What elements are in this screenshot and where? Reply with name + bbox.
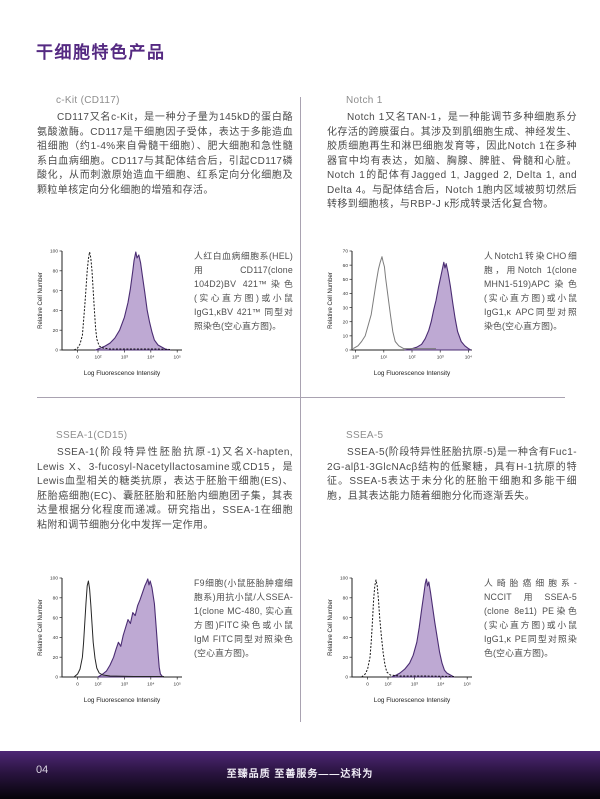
- svg-text:20: 20: [343, 319, 349, 325]
- svg-text:10⁵: 10⁵: [464, 682, 471, 688]
- svg-text:100: 100: [50, 576, 58, 582]
- svg-text:80: 80: [53, 596, 59, 602]
- vertical-divider: [300, 97, 301, 722]
- figure-caption: F9细胞(小鼠胚胎肿瘤细胞系)用抗小鼠/人SSEA-1(clone MC-480…: [194, 578, 293, 658]
- svg-text:10⁴: 10⁴: [465, 355, 472, 361]
- section-title: c-Kit (CD117): [56, 95, 120, 106]
- flow-histogram-ckit: 0 20 40 60 80 100 0 10² 10³ 10⁴ 10⁵ Log Fluorescenc…: [37, 243, 187, 378]
- svg-text:10³: 10³: [437, 355, 444, 361]
- page-number: 04: [36, 764, 49, 776]
- svg-text:10⁴: 10⁴: [147, 682, 154, 688]
- svg-text:10⁵: 10⁵: [174, 355, 181, 361]
- svg-text:Log Fluorescence Intensity: Log Fluorescence Intensity: [374, 697, 451, 704]
- svg-text:0: 0: [345, 675, 348, 681]
- section-body: CD117又名c-Kit，是一种分子量为145kD的蛋白酪氨酸激酶。CD117是…: [37, 112, 293, 196]
- svg-text:10⁴: 10⁴: [147, 355, 154, 361]
- flow-histogram-ssea1: 0 20 40 60 80 100 0 10² 10³ 10⁴ 10⁵ Log Fluorescenc…: [37, 570, 187, 705]
- section-notch1: Notch 1 Notch 1又名TAN-1，是一种能调节多种细胞系分化存活的跨…: [327, 95, 577, 395]
- svg-text:20: 20: [53, 328, 59, 334]
- svg-text:0: 0: [345, 348, 348, 354]
- svg-text:70: 70: [343, 249, 349, 255]
- horizontal-divider: [37, 397, 565, 398]
- svg-text:40: 40: [343, 635, 349, 641]
- svg-text:10⁵: 10⁵: [174, 682, 181, 688]
- svg-text:10¹: 10¹: [380, 355, 387, 361]
- svg-text:10⁰: 10⁰: [352, 355, 359, 361]
- figure-ssea1: 0 20 40 60 80 100 0 10² 10³ 10⁴ 10⁵ Log Fluorescenc…: [37, 570, 293, 705]
- svg-text:60: 60: [53, 288, 59, 294]
- svg-text:80: 80: [343, 596, 349, 602]
- svg-text:40: 40: [343, 291, 349, 297]
- svg-text:0: 0: [55, 675, 58, 681]
- figure-ckit: 0 20 40 60 80 100 0 10² 10³ 10⁴ 10⁵ Log Fluorescenc…: [37, 243, 293, 378]
- svg-text:10³: 10³: [121, 355, 128, 361]
- svg-text:10³: 10³: [411, 682, 418, 688]
- svg-text:10²: 10²: [95, 682, 102, 688]
- svg-text:Relative Cell Number: Relative Cell Number: [38, 272, 44, 329]
- svg-text:100: 100: [50, 249, 58, 255]
- svg-text:40: 40: [53, 308, 59, 314]
- svg-text:Log Fluorescence Intensity: Log Fluorescence Intensity: [84, 697, 161, 704]
- svg-text:10²: 10²: [95, 355, 102, 361]
- svg-text:100: 100: [340, 576, 348, 582]
- section-ssea1-cd15: SSEA-1(CD15) SSEA-1(阶段特异性胚胎抗原-1)又名X-hapt…: [37, 430, 293, 730]
- svg-text:Relative Cell Number: Relative Cell Number: [38, 599, 44, 656]
- flow-histogram-notch1: 0 10 20 30 40 50 60 70 10⁰ 10¹ 10² 10³ 10⁴ Log Fluore…: [327, 243, 477, 378]
- svg-text:Relative Cell Number: Relative Cell Number: [328, 599, 334, 656]
- flow-histogram-ssea5: 0 20 40 60 80 100 0 10² 10³ 10⁴ 10⁵ Log Fluorescenc…: [327, 570, 477, 705]
- svg-text:60: 60: [343, 263, 349, 269]
- section-title: SSEA-5: [346, 430, 384, 441]
- section-ssea5: SSEA-5 SSEA-5(阶段特异性胚胎抗原-5)是一种含有Fuc1-2G-a…: [327, 430, 577, 730]
- section-ckit-cd117: c-Kit (CD117) CD117又名c-Kit，是一种分子量为145kD的…: [37, 95, 293, 395]
- svg-text:10⁴: 10⁴: [437, 682, 444, 688]
- svg-text:10²: 10²: [385, 682, 392, 688]
- figure-caption: 人红白血病细胞系(HEL)用CD117(clone 104D2)BV 421™染…: [194, 251, 293, 331]
- svg-text:10³: 10³: [121, 682, 128, 688]
- section-body: SSEA-1(阶段特异性胚胎抗原-1)又名X-hapten, Lewis X、3…: [37, 447, 293, 531]
- page-footer: 04 至臻品质 至善服务——达科为: [0, 751, 600, 799]
- figure-caption: 人畸胎癌细胞系-NCCIT用SSEA-5 (clone 8e11) PE染色(实…: [484, 578, 577, 658]
- section-body: Notch 1又名TAN-1，是一种能调节多种细胞系分化存活的跨膜蛋白。其涉及到…: [327, 112, 577, 210]
- section-title: SSEA-1(CD15): [56, 430, 128, 441]
- svg-text:20: 20: [343, 655, 349, 661]
- section-title: Notch 1: [346, 95, 383, 106]
- figure-notch1: 0 10 20 30 40 50 60 70 10⁰ 10¹ 10² 10³ 10⁴ Log Fluore…: [327, 243, 577, 378]
- svg-text:10²: 10²: [409, 355, 416, 361]
- svg-text:50: 50: [343, 277, 349, 283]
- svg-text:80: 80: [53, 269, 59, 275]
- svg-text:20: 20: [53, 655, 59, 661]
- footer-slogan: 至臻品质 至善服务——达科为: [226, 769, 374, 780]
- svg-text:Log Fluorescence Intensity: Log Fluorescence Intensity: [84, 370, 161, 377]
- svg-text:40: 40: [53, 635, 59, 641]
- svg-text:60: 60: [343, 615, 349, 621]
- svg-text:60: 60: [53, 615, 59, 621]
- svg-text:Relative Cell Number: Relative Cell Number: [328, 272, 334, 329]
- svg-text:Log Fluorescence Intensity: Log Fluorescence Intensity: [374, 370, 451, 377]
- figure-ssea5: 0 20 40 60 80 100 0 10² 10³ 10⁴ 10⁵ Log Fluorescenc…: [327, 570, 577, 705]
- section-body: SSEA-5(阶段特异性胚胎抗原-5)是一种含有Fuc1-2G-alβ1-3Gl…: [327, 447, 577, 502]
- svg-text:0: 0: [76, 682, 79, 688]
- svg-text:0: 0: [55, 348, 58, 354]
- figure-caption: 人Notch1转染CHO细胞，用Notch 1(clone MHN1-519)A…: [484, 251, 577, 331]
- svg-text:0: 0: [76, 355, 79, 361]
- svg-text:0: 0: [366, 682, 369, 688]
- svg-text:10: 10: [343, 334, 349, 340]
- page-title: 干细胞特色产品: [36, 43, 166, 62]
- svg-text:30: 30: [343, 305, 349, 311]
